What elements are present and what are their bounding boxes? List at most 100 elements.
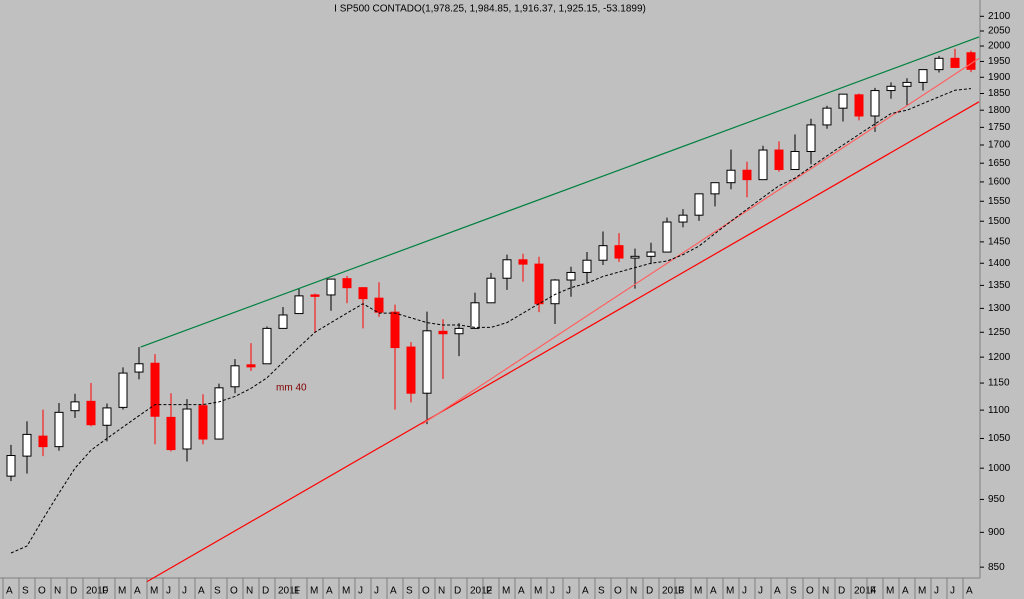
candle-body xyxy=(694,193,704,216)
candle-body xyxy=(6,455,16,477)
candle-body xyxy=(390,311,400,349)
y-tick-label: 1300 xyxy=(988,303,1011,314)
x-tick-label: M xyxy=(918,586,926,597)
x-tick-label: A xyxy=(134,586,141,597)
candle-body xyxy=(262,327,272,365)
candle-body xyxy=(246,364,256,368)
x-tick-label: A xyxy=(582,586,589,597)
candle-body xyxy=(326,278,336,296)
candle-body xyxy=(22,433,32,457)
y-tick-label: 1350 xyxy=(988,280,1011,291)
x-tick-label: J xyxy=(550,586,555,597)
candle-body xyxy=(790,150,800,170)
x-tick-label: F xyxy=(294,586,300,597)
x-tick-label: J xyxy=(566,586,571,597)
x-tick-label: S xyxy=(598,586,605,597)
candle-body xyxy=(310,294,320,297)
candle-body xyxy=(902,81,912,87)
candle-body xyxy=(630,255,640,259)
x-tick-label: F xyxy=(102,586,108,597)
candle-body xyxy=(582,259,592,273)
candle-body xyxy=(518,259,528,265)
y-tick-label: 1250 xyxy=(988,327,1011,338)
x-tick-label: O xyxy=(230,586,238,597)
candle-body xyxy=(70,401,80,412)
candle-body xyxy=(838,93,848,109)
x-tick-label: 2012 xyxy=(470,586,493,597)
x-tick-label: J xyxy=(358,586,363,597)
candle-body xyxy=(774,149,784,170)
x-tick-label: M xyxy=(534,586,542,597)
candle-body xyxy=(918,69,928,83)
x-tick-label: O xyxy=(422,586,430,597)
candle-body xyxy=(598,245,608,261)
y-tick-label: 1800 xyxy=(988,105,1011,116)
candle-body xyxy=(198,405,208,440)
x-tick-label: A xyxy=(198,586,205,597)
candle-body xyxy=(342,278,352,289)
x-tick-label: M xyxy=(342,586,350,597)
x-tick-label: O xyxy=(38,586,46,597)
candle-body xyxy=(870,90,880,117)
x-tick-label: A xyxy=(966,586,973,597)
candle-body xyxy=(358,287,368,300)
candle-body xyxy=(294,295,304,315)
y-tick-label: 1700 xyxy=(988,140,1011,151)
candle-body xyxy=(150,362,160,417)
x-tick-label: J xyxy=(182,586,187,597)
x-tick-label: A xyxy=(6,586,13,597)
x-tick-label: N xyxy=(438,586,445,597)
candle-body xyxy=(710,182,720,195)
candle-body xyxy=(758,149,768,181)
candle-body xyxy=(502,259,512,279)
y-tick-label: 1500 xyxy=(988,216,1011,227)
x-tick-label: 2011 xyxy=(278,586,300,597)
x-tick-label: O xyxy=(806,586,814,597)
y-tick-label: 850 xyxy=(988,562,1005,573)
candle-body xyxy=(374,297,384,313)
y-tick-label: 950 xyxy=(988,494,1005,505)
y-tick-label: 2000 xyxy=(988,41,1011,52)
candle-body xyxy=(678,214,688,223)
y-tick-label: 1850 xyxy=(988,88,1011,99)
x-tick-label: 2010 xyxy=(86,586,109,597)
y-tick-label: 1400 xyxy=(988,258,1011,269)
x-tick-label: O xyxy=(614,586,622,597)
y-tick-label: 1900 xyxy=(988,72,1011,83)
x-tick-label: A xyxy=(902,586,909,597)
y-tick-label: 1000 xyxy=(988,463,1011,474)
trendline xyxy=(140,36,980,348)
x-tick-label: D xyxy=(70,586,77,597)
candle-body xyxy=(182,408,192,450)
x-tick-label: J xyxy=(950,586,955,597)
candle-body xyxy=(86,400,96,426)
x-tick-label: N xyxy=(822,586,829,597)
x-tick-label: N xyxy=(630,586,637,597)
candle-body xyxy=(454,327,464,335)
y-tick-label: 1750 xyxy=(988,122,1011,133)
x-tick-label: N xyxy=(54,586,61,597)
x-tick-label: M xyxy=(694,586,702,597)
x-tick-label: M xyxy=(118,586,126,597)
y-tick-label: 1550 xyxy=(988,196,1011,207)
x-tick-label: M xyxy=(886,586,894,597)
trendline xyxy=(146,101,980,583)
candle-body xyxy=(470,302,480,329)
y-tick-label: 1950 xyxy=(988,56,1011,67)
candle-body xyxy=(822,107,832,126)
x-tick-label: 2013 xyxy=(662,586,685,597)
candle-body xyxy=(278,314,288,329)
candle-body xyxy=(438,330,448,335)
x-tick-label: S xyxy=(22,586,29,597)
x-tick-label: F xyxy=(486,586,492,597)
x-tick-label: F xyxy=(678,586,684,597)
y-tick-label: 1150 xyxy=(988,378,1010,389)
x-tick-label: D xyxy=(262,586,269,597)
x-tick-label: J xyxy=(374,586,379,597)
candle-body xyxy=(54,411,64,448)
x-tick-label: S xyxy=(406,586,413,597)
x-tick-label: J xyxy=(166,586,171,597)
ma-label: mm 40 xyxy=(276,383,307,394)
chart-title: I SP500 CONTADO(1,978.25, 1,984.85, 1,91… xyxy=(334,4,646,15)
